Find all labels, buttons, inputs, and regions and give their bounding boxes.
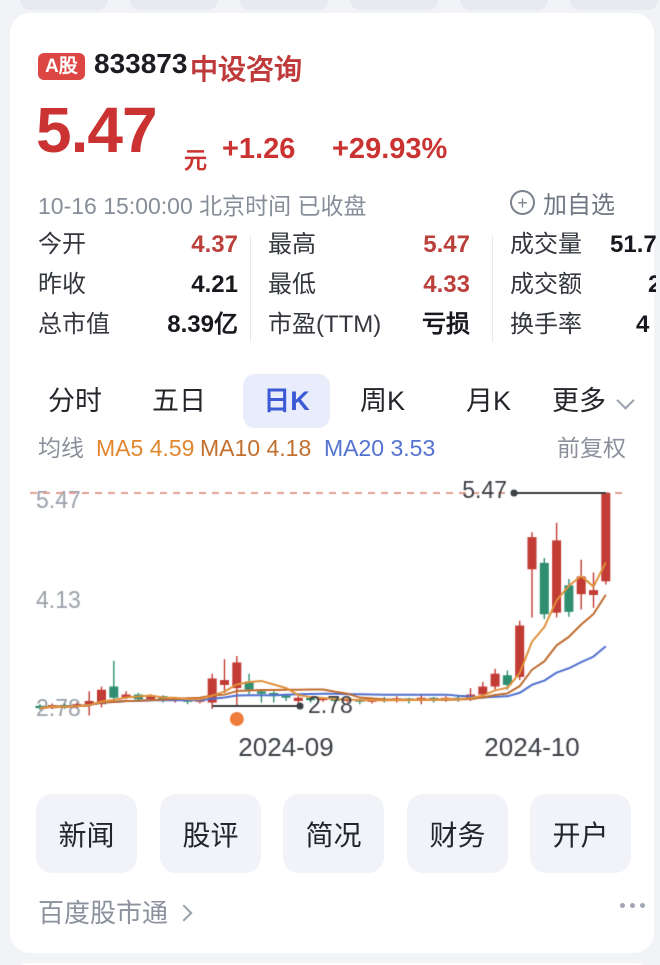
stat-value: 4.21: [191, 271, 238, 298]
top-cutoff-pill[interactable]: [20, 0, 108, 10]
stat-label: 成交量: [510, 231, 582, 258]
stat-label: 今开: [38, 231, 86, 258]
brand-label: 百度股市通: [38, 898, 169, 928]
stat-value: 8.39亿: [167, 311, 238, 338]
add-watchlist-button[interactable]: + 加自选: [510, 185, 615, 220]
plus-circle-icon: +: [510, 190, 535, 215]
candlestick-chart[interactable]: [0, 466, 660, 778]
stats-divider: [250, 236, 251, 342]
stat-value: 5.47: [423, 231, 470, 258]
stat-label: 昨收: [38, 271, 86, 298]
stat-label: 最高: [268, 231, 316, 258]
stat-value: 2: [648, 271, 656, 298]
ma5-legend: MA5 4.59: [96, 435, 195, 461]
more-options-button[interactable]: [620, 903, 645, 908]
stats-divider: [492, 236, 493, 342]
tab-daily-k[interactable]: 日K: [263, 386, 310, 416]
top-cutoff-pill[interactable]: [240, 0, 328, 10]
price-adjust-mode[interactable]: 前复权: [557, 435, 626, 461]
tab-weekly-k[interactable]: 周K: [360, 386, 406, 416]
stat-label: 换手率: [510, 311, 582, 338]
financials-button[interactable]: 财务: [407, 794, 508, 873]
active-tab-pill: [243, 374, 330, 428]
stat-value: 亏损: [422, 311, 470, 338]
open-account-button[interactable]: 开户: [530, 794, 631, 873]
news-button[interactable]: 新闻: [36, 794, 137, 873]
chevron-right-icon: [175, 904, 193, 921]
stat-label: 总市值: [38, 311, 110, 338]
stat-label: 最低: [268, 271, 316, 298]
ma20-legend: MA20 3.53: [324, 435, 436, 461]
tab-monthly-k[interactable]: 月K: [466, 386, 512, 416]
price-change-percent: +29.93%: [332, 133, 448, 165]
top-cutoff-pill[interactable]: [570, 0, 658, 10]
brand-link[interactable]: 百度股市通: [38, 893, 193, 930]
tab-minute[interactable]: 分时: [48, 386, 102, 416]
stat-value: 4.37: [191, 231, 238, 258]
stock-code: 833873: [94, 48, 188, 79]
add-watchlist-label: 加自选: [543, 192, 615, 219]
profile-button[interactable]: 简况: [283, 794, 384, 873]
current-price: 5.47: [36, 94, 158, 166]
ma-legend-label: 均线: [38, 435, 84, 461]
tab-five-day[interactable]: 五日: [152, 386, 206, 416]
stock-name: 中设咨询: [190, 54, 303, 85]
stat-label: 成交额: [510, 271, 582, 298]
ma10-legend: MA10 4.18: [200, 435, 312, 461]
comments-button[interactable]: 股评: [160, 794, 261, 873]
stat-value: 51.7: [610, 231, 656, 258]
next-card-edge: [10, 963, 654, 965]
stat-label: 市盈(TTM): [268, 311, 382, 338]
price-unit: 元: [184, 147, 207, 173]
quote-timestamp: 10-16 15:00:00 北京时间 已收盘: [38, 193, 367, 219]
market-badge: A股: [38, 53, 85, 80]
top-cutoff-pill[interactable]: [130, 0, 218, 10]
price-change: +1.26: [222, 133, 296, 165]
stat-value: 4.33: [423, 271, 470, 298]
tab-more[interactable]: 更多: [552, 386, 606, 416]
top-cutoff-pill[interactable]: [350, 0, 438, 10]
stat-value: 4: [636, 311, 650, 338]
top-cutoff-pill[interactable]: [460, 0, 548, 10]
stats-grid: 今开 4.37 最高 5.47 成交量 51.7 昨收 4.21 最低 4.33…: [0, 228, 656, 350]
